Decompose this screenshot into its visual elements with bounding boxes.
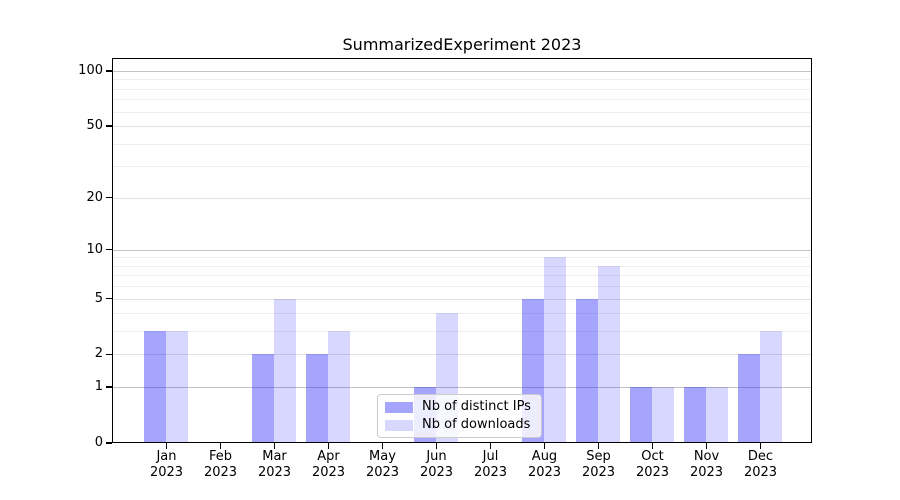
bar-downloads-apr: [328, 331, 350, 443]
x-axis-tick-mark: [273, 443, 276, 449]
y-axis-tick-label: 1: [94, 379, 103, 395]
x-axis-tick-label: Jun 2023: [419, 449, 454, 480]
x-axis-tick-label: Apr 2023: [311, 449, 346, 480]
x-axis-tick-label: Feb 2023: [203, 449, 238, 480]
legend-label-downloads: Nb of downloads: [422, 417, 531, 432]
y-gridline-minor: [112, 265, 812, 267]
y-axis-tick-label: 5: [94, 290, 103, 306]
y-axis-tick-label: 20: [86, 189, 103, 205]
bar-downloads-oct: [652, 387, 674, 443]
legend-swatch-downloads: [385, 419, 413, 431]
x-axis-tick-mark: [759, 443, 762, 449]
y-gridline-minor: [112, 286, 812, 288]
y-gridline-minor: [112, 88, 812, 90]
y-gridline-minor: [112, 331, 812, 333]
bar-downloads-dec: [760, 331, 782, 443]
legend-item-distinct-ips: Nb of distinct IPs: [385, 400, 531, 414]
y-gridline: [112, 126, 812, 128]
y-gridline-minor: [112, 275, 812, 277]
y-gridline-minor: [112, 166, 812, 168]
legend-swatch-distinct-ips: [385, 401, 413, 413]
y-gridline-major: [112, 249, 812, 251]
x-axis-tick-mark: [219, 443, 222, 449]
y-axis-tick-label: 100: [78, 63, 103, 78]
bar-downloads-nov: [706, 387, 728, 443]
x-axis-tick-label: May 2023: [365, 449, 400, 480]
y-gridline-minor: [112, 257, 812, 259]
x-axis-tick-label: Nov 2023: [689, 449, 724, 480]
x-axis-tick-mark: [705, 443, 708, 449]
y-gridline-minor: [112, 99, 812, 101]
x-axis-tick-mark: [327, 443, 330, 449]
x-axis-tick-label: Dec 2023: [743, 449, 778, 480]
x-axis-tick-mark: [543, 443, 546, 449]
bar-downloads-aug: [544, 257, 566, 443]
y-gridline-minor: [112, 143, 812, 145]
y-axis-tick-label: 10: [86, 241, 103, 257]
y-gridline-minor: [112, 313, 812, 315]
y-axis-tick-mark: [106, 125, 112, 127]
x-axis-tick-label: Jan 2023: [149, 449, 184, 480]
y-axis-tick-label: 50: [86, 118, 103, 134]
x-axis-tick-mark: [597, 443, 600, 449]
x-axis-tick-mark: [381, 443, 384, 449]
y-gridline-minor: [112, 79, 812, 81]
y-axis-tick-mark: [106, 297, 112, 300]
y-axis-tick-mark: [106, 386, 112, 388]
x-axis-tick-label: Jul 2023: [473, 449, 508, 480]
y-gridline-major: [112, 71, 812, 72]
y-gridline: [112, 298, 812, 300]
x-axis-tick-mark: [489, 443, 492, 449]
legend: Nb of distinct IPs Nb of downloads: [377, 394, 542, 438]
legend-item-downloads: Nb of downloads: [385, 418, 531, 432]
x-axis-tick-mark: [165, 443, 168, 449]
y-gridline-major: [112, 387, 812, 389]
y-gridline: [112, 354, 812, 356]
x-axis-tick-label: Aug 2023: [527, 449, 562, 480]
bar-distinct-ips-mar: [252, 354, 274, 443]
x-axis-tick-mark: [435, 443, 438, 449]
y-gridline: [112, 197, 812, 199]
bar-distinct-ips-sep: [576, 298, 598, 443]
y-axis-tick-mark: [106, 442, 112, 444]
bar-downloads-jan: [166, 331, 188, 443]
x-axis-tick-label: Oct 2023: [635, 449, 670, 480]
y-axis-tick-mark: [106, 196, 112, 199]
y-axis-tick-mark: [106, 248, 112, 251]
x-axis-tick-label: Mar 2023: [257, 449, 292, 480]
bar-distinct-ips-oct: [630, 387, 652, 443]
y-axis-tick-label: 0: [94, 435, 103, 450]
bar-distinct-ips-apr: [306, 354, 328, 443]
bar-distinct-ips-dec: [738, 354, 760, 443]
x-axis-tick-label: Sep 2023: [581, 449, 616, 480]
bar-downloads-mar: [274, 298, 296, 443]
y-axis-tick-mark: [106, 353, 112, 356]
chart-title: SummarizedExperiment 2023: [342, 35, 582, 54]
y-axis-tick-label: 2: [94, 346, 103, 362]
bar-distinct-ips-jan: [144, 331, 166, 443]
bar-distinct-ips-nov: [684, 387, 706, 443]
x-axis-tick-mark: [651, 443, 654, 449]
y-gridline-minor: [112, 111, 812, 113]
y-axis-tick-mark: [106, 70, 112, 72]
legend-label-distinct-ips: Nb of distinct IPs: [422, 399, 531, 414]
bar-downloads-sep: [598, 265, 620, 443]
